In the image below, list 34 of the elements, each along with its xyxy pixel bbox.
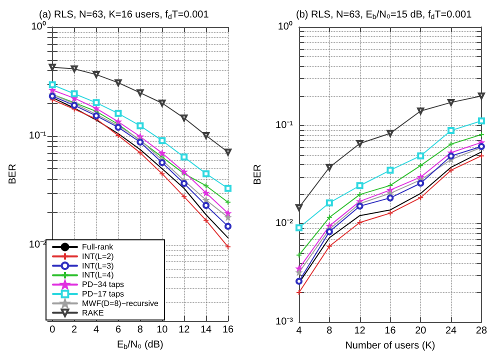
- y-axis-title: BER: [8, 164, 18, 184]
- x-tick-label: 8: [326, 326, 333, 337]
- x-tick-label: 16: [222, 324, 234, 336]
- legend-label: INT(L=4): [82, 270, 114, 280]
- x-axis-title: Number of users (K): [345, 340, 436, 352]
- x-tick-label: 6: [115, 324, 122, 336]
- x-tick-label: 12: [354, 326, 366, 337]
- legend-label: PD−34 taps: [82, 280, 124, 290]
- y-tick-label: 10⁻¹: [28, 130, 48, 142]
- y-axis-title: BER: [252, 164, 264, 185]
- x-tick-label: 14: [200, 324, 212, 336]
- y-tick-label: 10⁻³: [276, 316, 294, 328]
- x-tick-label: 4: [296, 326, 302, 337]
- legend-label: Full-rank: [82, 242, 114, 252]
- x-tick-label: 10: [156, 324, 168, 336]
- x-tick-label: 12: [178, 324, 190, 336]
- x-tick-label: 8: [137, 324, 144, 336]
- x-tick-label: 24: [445, 326, 458, 337]
- legend-label: PD−17 taps: [82, 290, 124, 298]
- x-tick-label: 4: [93, 324, 100, 336]
- y-tick-label: 10⁻¹: [276, 120, 294, 131]
- legend-label: INT(L=3): [82, 261, 114, 270]
- y-tick-label: 10⁰: [278, 20, 293, 32]
- y-tick-label: 10⁰: [31, 20, 46, 32]
- y-tick-label: 10⁻²: [276, 218, 294, 230]
- legend-label: RAKE: [82, 308, 104, 318]
- legend-label: INT(L=2): [82, 252, 114, 261]
- x-tick-label: 20: [415, 326, 427, 337]
- x-tick-label: 0: [50, 324, 56, 336]
- x-tick-label: 16: [384, 326, 396, 337]
- x-tick-label: 2: [72, 324, 78, 336]
- y-tick-label: 10⁻²: [28, 239, 48, 250]
- x-tick-label: 28: [476, 326, 488, 337]
- legend-label: MWF(D=8)−recursive: [82, 298, 160, 308]
